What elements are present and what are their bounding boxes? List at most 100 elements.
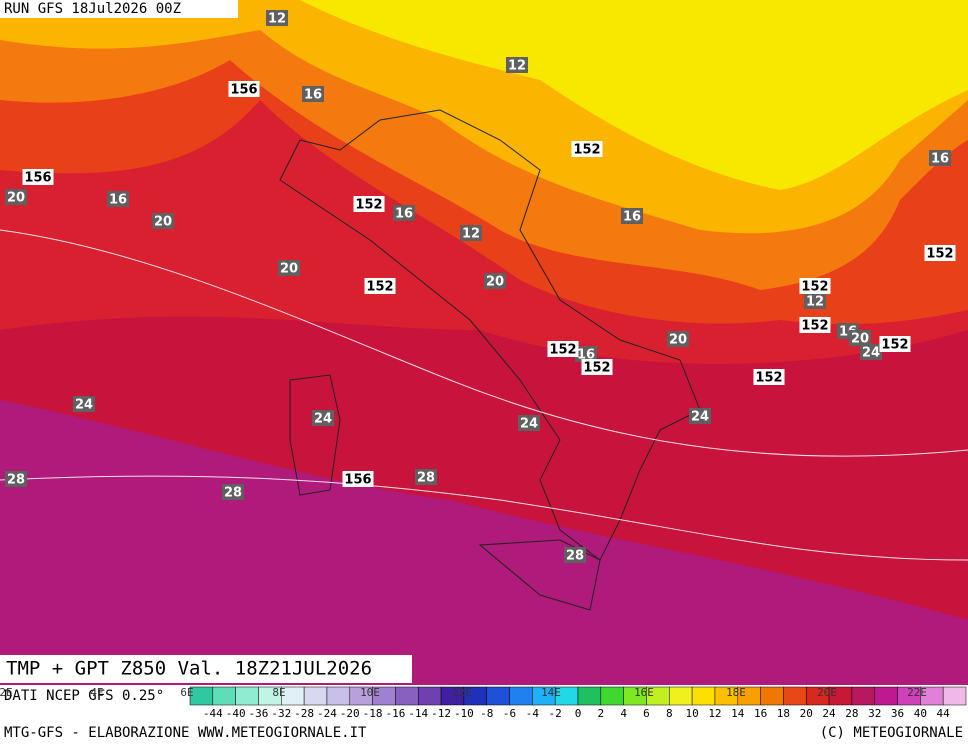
colorbar-label: 20 (800, 707, 813, 720)
title-box (0, 655, 412, 683)
colorbar-label: 10 (685, 707, 698, 720)
colorbar-label: 28 (845, 707, 858, 720)
colorbar-label: -20 (340, 707, 360, 720)
height-label: 156 (230, 83, 257, 98)
colorbar-label: 40 (914, 707, 927, 720)
longitude-label: 12E (452, 686, 472, 699)
colorbar-label: 4 (620, 707, 627, 720)
colorbar-label: 14 (731, 707, 745, 720)
temperature-label-box (484, 273, 506, 289)
coastline-italy (279, 109, 701, 561)
source-label: DATI NCEP GFS 0.25° (4, 688, 164, 704)
colorbar-swatch (691, 686, 716, 706)
temperature-label: 28 (224, 486, 242, 501)
temperature-label: 20 (669, 333, 687, 348)
temperature-label: 24 (314, 412, 332, 427)
colorbar-label: 6 (643, 707, 650, 720)
height-label-box (924, 245, 956, 261)
isoline (0, 475, 968, 561)
height-label-box (799, 278, 831, 294)
height-label: 152 (573, 143, 600, 158)
height-label-box (879, 336, 911, 352)
colorbar-swatch (326, 686, 351, 706)
temperature-label: 16 (577, 348, 595, 363)
temperature-label-box (564, 547, 586, 563)
colorbar-swatch (600, 686, 624, 706)
colorbar-swatch (395, 686, 419, 706)
colorbar-label: 12 (708, 707, 721, 720)
temperature-label: 24 (520, 417, 538, 432)
temperature-label-box (518, 415, 540, 431)
temperature-label-box (107, 191, 129, 207)
longitude-label: 20E (817, 686, 837, 699)
longitude-label: 14E (541, 686, 561, 699)
temperature-label-box (302, 86, 324, 102)
temperature-label: 16 (109, 193, 127, 208)
colorbar-label: -36 (249, 707, 269, 720)
height-label: 152 (755, 371, 782, 386)
height-label-box (581, 359, 613, 375)
temperature-label: 20 (486, 275, 504, 290)
colorbar-label: -40 (226, 707, 246, 720)
longitude-label: 8E (272, 686, 285, 699)
temperature-label: 28 (566, 549, 584, 564)
temperature-label-box (860, 344, 882, 360)
colorbar-swatch (509, 686, 533, 706)
temperature-label-box (152, 213, 174, 229)
colorbar-label: -8 (480, 707, 493, 720)
temperature-label: 12 (268, 12, 286, 27)
colorbar-swatch (577, 686, 602, 706)
colorbar-label: -6 (503, 707, 516, 720)
colorbar-label: 2 (598, 707, 605, 720)
temperature-label: 20 (851, 332, 869, 347)
height-label: 152 (549, 343, 576, 358)
height-label-box (353, 196, 385, 212)
longitude-label: 22E (907, 686, 927, 699)
height-label: 156 (24, 171, 51, 186)
temperature-label: 12 (462, 227, 480, 242)
height-label: 152 (801, 319, 828, 334)
temperature-label: 12 (508, 59, 526, 74)
colorbar-label: -44 (203, 707, 223, 720)
temperature-label: 20 (280, 262, 298, 277)
colorbar-label: 16 (754, 707, 767, 720)
temperature-label-box (222, 484, 244, 500)
colorbar-swatch (212, 686, 236, 706)
height-label: 152 (881, 338, 908, 353)
field-yellow (300, 0, 968, 190)
temperature-label: 24 (862, 346, 880, 361)
colorbar-swatch (760, 686, 784, 706)
run-label: RUN GFS 18Jul2026 00Z (4, 1, 181, 17)
isoline (0, 229, 968, 457)
height-label: 152 (801, 280, 828, 295)
temperature-label-box (278, 260, 300, 276)
footer-right: (C) METEOGIORNALE (820, 725, 963, 741)
temperature-label-box (849, 330, 871, 346)
colorbar-label: -2 (549, 707, 562, 720)
map-title: TMP + GPT Z850 Val. 18Z21JUL2026 (6, 658, 372, 680)
temperature-label-box (929, 150, 951, 166)
temperature-label: 24 (75, 398, 93, 413)
temperature-label-box (804, 293, 826, 309)
temperature-label: 24 (691, 410, 709, 425)
temperature-label-box (689, 408, 711, 424)
colorbar-swatch (851, 686, 875, 706)
colorbar-swatch (486, 686, 510, 706)
height-label-box (22, 169, 54, 185)
colorbar-swatch (874, 686, 898, 706)
temperature-label: 28 (7, 473, 25, 488)
colorbar-label: -18 (363, 707, 383, 720)
colorbar-label: 32 (868, 707, 881, 720)
coastline-sardinia (289, 374, 341, 496)
longitude-label: 18E (726, 686, 746, 699)
temperature-label-box (312, 410, 334, 426)
height-label-box (571, 141, 603, 157)
height-label: 152 (583, 361, 610, 376)
colorbar-swatch (417, 686, 442, 706)
colorbar-label: 44 (937, 707, 951, 720)
temperature-label: 12 (806, 295, 824, 310)
height-label-box (799, 317, 831, 333)
temperature-label: 20 (7, 191, 25, 206)
height-label: 156 (344, 473, 371, 488)
height-label: 152 (926, 247, 953, 262)
